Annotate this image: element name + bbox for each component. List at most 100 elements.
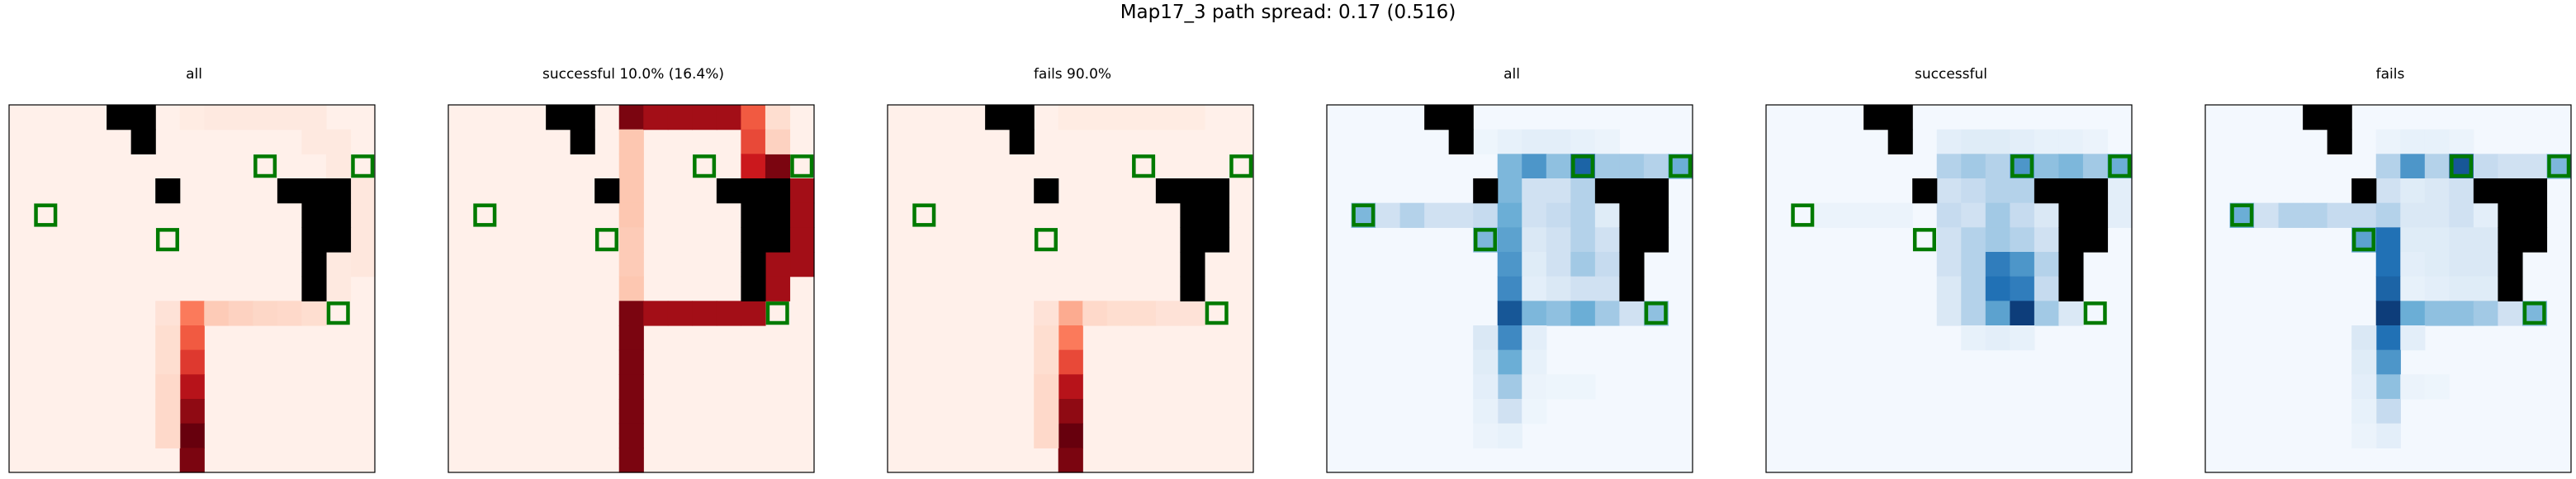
wall-cell: [301, 252, 327, 277]
heatmap-cell: [2375, 154, 2401, 179]
heatmap-cell: [2010, 227, 2035, 253]
heatmap-cell: [2498, 301, 2523, 326]
heatmap-cell: [2449, 227, 2474, 253]
heatmap-cell: [179, 301, 205, 326]
wall-cell: [741, 252, 766, 277]
heatmap-cell: [1376, 202, 1401, 228]
heatmap-cell: [1936, 154, 1962, 179]
heatmap-cell: [1497, 325, 1522, 351]
wall-cell: [765, 178, 791, 204]
wall-cell: [301, 227, 327, 253]
heatmap-cell: [692, 105, 717, 130]
heatmap-cell: [1546, 252, 1571, 277]
heatmap-cell: [643, 301, 669, 326]
heatmap-cell: [1497, 129, 1522, 154]
heatmap-cell: [2400, 178, 2426, 204]
wall-cell: [1887, 129, 1913, 154]
wall-cell: [1424, 105, 1450, 130]
heatmap-cell: [692, 301, 717, 326]
heatmap-cell: [2400, 374, 2426, 400]
goal-marker: [155, 228, 179, 252]
heatmap-cell: [1936, 202, 1962, 228]
heatmap-cell: [618, 252, 644, 277]
heatmap-cell: [2010, 325, 2035, 351]
heatmap-cell: [1034, 374, 1059, 400]
wall-cell: [1619, 276, 1645, 301]
heatmap-cell: [1522, 301, 1547, 326]
heatmap-cell: [2424, 129, 2450, 154]
heatmap-cell: [1985, 227, 2010, 253]
heatmap-cell: [325, 276, 352, 301]
heatmap-cell: [325, 129, 352, 154]
heatmap-cell: [325, 154, 352, 179]
heatmap-cell: [2010, 252, 2035, 277]
heatmap-cell: [2400, 301, 2426, 326]
heatmap-cell: [1985, 276, 2010, 301]
heatmap-cell: [350, 252, 376, 277]
heatmap-cell: [1424, 202, 1450, 228]
wall-cell: [277, 178, 302, 204]
heatmap-cell: [1546, 276, 1571, 301]
heatmap-cell: [716, 105, 741, 130]
wall-cell: [107, 105, 132, 130]
heatmap-cell: [1985, 301, 2010, 326]
heatmap-cell: [1058, 423, 1083, 448]
heatmap-cell: [1985, 202, 2010, 228]
goal-marker: [1571, 154, 1595, 178]
heatmap-cell: [155, 325, 181, 351]
wall-cell: [2473, 178, 2498, 204]
heatmap-cell: [618, 448, 644, 473]
heatmap-cell: [1522, 276, 1547, 301]
heatmap-cell: [2375, 276, 2401, 301]
heatmap-cell: [2424, 276, 2450, 301]
heatmap-cell: [1497, 399, 1522, 424]
heatmap-cell: [1839, 202, 1864, 228]
goal-marker: [1352, 203, 1376, 227]
heatmap-cell: [1180, 105, 1205, 130]
heatmap-cell: [2400, 276, 2426, 301]
goal-marker: [326, 301, 350, 325]
heatmap-cell: [1497, 423, 1522, 448]
heatmap-cell: [179, 349, 205, 375]
wall-cell: [301, 276, 327, 301]
wall-cell: [1180, 178, 1205, 204]
heatmap-cell: [618, 154, 644, 179]
heatmap-cell: [1570, 129, 1596, 154]
goal-marker: [1791, 203, 1815, 227]
wall-cell: [1448, 105, 1474, 130]
heatmap-cell: [2034, 202, 2059, 228]
heatmap-cell: [1082, 105, 1108, 130]
wall-cell: [1204, 227, 1230, 253]
heatmap-cell: [2351, 374, 2377, 400]
goal-marker: [790, 154, 814, 178]
heatmap-cell: [741, 129, 766, 154]
plot-frame: [887, 104, 1254, 473]
wall-cell: [1180, 227, 1205, 253]
heatmap-cell: [1473, 325, 1499, 351]
wall-cell: [985, 105, 1011, 130]
heatmap-cell: [1497, 276, 1522, 301]
heatmap-cell: [765, 252, 791, 277]
heatmap-cell: [2473, 276, 2498, 301]
panel-title: all: [186, 66, 202, 83]
heatmap-cell: [204, 105, 230, 130]
heatmap-cell: [1594, 202, 1620, 228]
heatmap-cell: [2034, 252, 2059, 277]
heatmap-cell: [1985, 178, 2010, 204]
wall-cell: [325, 178, 352, 204]
heatmap-cell: [1936, 301, 1962, 326]
goal-marker: [1644, 301, 1668, 325]
heatmap-cell: [1570, 178, 1596, 204]
heatmap-cell: [2375, 349, 2401, 375]
heatmap-cell: [2424, 178, 2450, 204]
heatmap-cell: [1058, 448, 1083, 473]
wall-cell: [570, 105, 595, 130]
wall-cell: [765, 202, 791, 228]
heatmap-cell: [667, 301, 693, 326]
heatmap-cell: [155, 374, 181, 400]
heatmap-cell: [350, 202, 376, 228]
heatmap-cell: [1546, 154, 1571, 179]
heatmap-cell: [1961, 129, 1986, 154]
heatmap-cell: [618, 423, 644, 448]
goal-marker: [765, 301, 789, 325]
